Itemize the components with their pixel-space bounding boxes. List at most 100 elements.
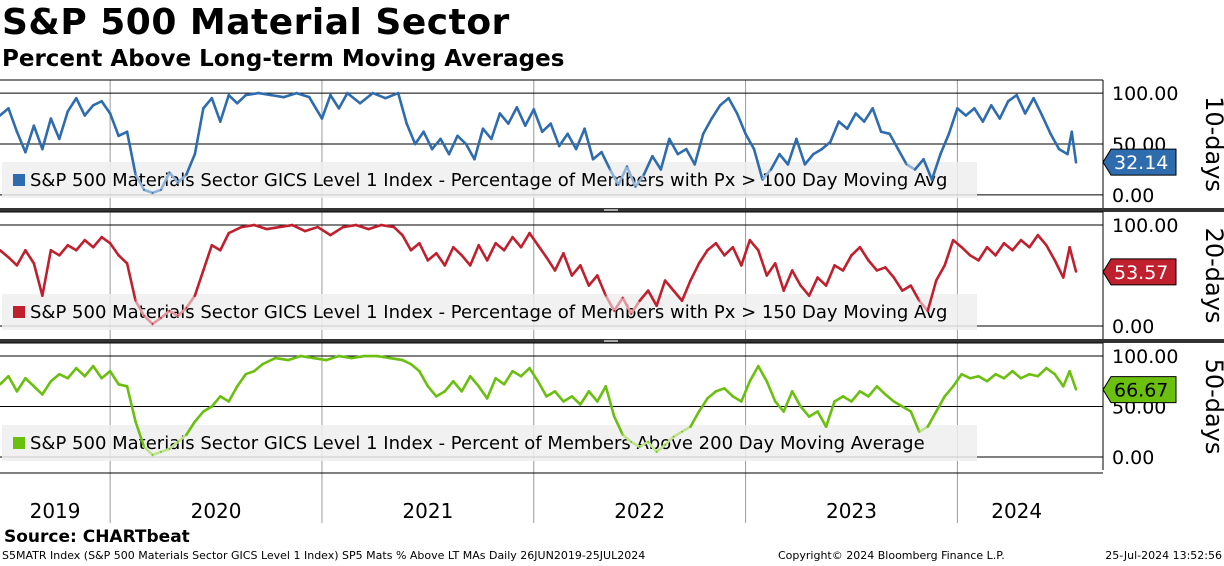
data-point: [41, 148, 44, 150]
series-segment: [901, 405, 913, 413]
series-segment: [299, 354, 315, 360]
series-segment: [91, 364, 103, 380]
data-point: [58, 138, 61, 140]
data-point: [185, 433, 188, 436]
series-segment: [409, 241, 421, 252]
data-point: [960, 373, 963, 376]
data-point: [92, 104, 95, 107]
data-point: [986, 380, 988, 383]
series-segment: [193, 107, 205, 156]
series-segment: [790, 390, 802, 408]
data-point: [265, 228, 268, 230]
series-segment: [341, 223, 358, 229]
series-segment: [443, 379, 455, 393]
data-point: [943, 395, 946, 398]
series-segment: [337, 91, 349, 110]
data-point: [58, 254, 61, 257]
series-segment: [748, 238, 760, 252]
series-segment: [125, 385, 137, 423]
data-point: [609, 168, 611, 171]
series-segment: [587, 274, 599, 287]
footer-copyright: Copyright© 2024 Bloomberg Finance L.P.: [778, 549, 1005, 562]
series-segment: [659, 137, 671, 171]
series-segment: [290, 223, 307, 233]
data-point: [871, 107, 874, 110]
data-point: [346, 92, 349, 94]
data-point: [952, 385, 955, 388]
series-segment: [879, 130, 891, 136]
data-point: [888, 132, 891, 135]
series-segment: [367, 223, 383, 231]
series-segment: [807, 276, 819, 297]
series-segment: [409, 362, 421, 373]
series-segment: [740, 238, 752, 267]
data-point: [210, 244, 213, 247]
data-point: [418, 242, 421, 245]
data-point: [473, 158, 476, 161]
series-segment: [176, 433, 188, 444]
data-point: [329, 234, 332, 237]
data-point: [765, 274, 768, 277]
series-segment: [49, 248, 61, 257]
series-segment: [723, 245, 735, 257]
series-segment: [468, 243, 480, 267]
data-point: [177, 440, 179, 443]
data-point: [507, 122, 510, 125]
series-segment: [439, 137, 451, 156]
series-segment: [0, 374, 10, 386]
series-segment: [951, 372, 963, 388]
series-segment: [515, 106, 527, 127]
data-point: [240, 226, 243, 228]
series-segment: [185, 420, 197, 437]
data-point: [1011, 370, 1014, 373]
series-segment: [604, 385, 616, 418]
series-segment: [888, 132, 900, 151]
series-segment: [350, 354, 366, 360]
data-point: [431, 148, 433, 150]
data-point: [24, 377, 27, 380]
data-point: [337, 355, 340, 357]
data-point: [884, 266, 887, 269]
series-segment: [875, 266, 887, 272]
series-segment: [511, 369, 523, 378]
series-segment: [566, 132, 578, 151]
data-point: [376, 355, 378, 357]
data-point: [854, 112, 857, 115]
series-segment: [1002, 241, 1014, 252]
series-segment: [553, 390, 565, 403]
data-point: [0, 249, 1, 252]
series-segment: [621, 433, 633, 444]
data-point: [647, 440, 650, 443]
data-point: [160, 188, 162, 191]
series-segment: [600, 150, 612, 171]
axis-title: 50-days: [1200, 359, 1224, 455]
series-segment: [74, 96, 87, 117]
series-segment: [812, 147, 824, 156]
data-point: [727, 97, 730, 100]
data-point: [926, 309, 929, 312]
data-point: [537, 380, 539, 383]
data-point: [227, 232, 230, 235]
data-point: [681, 430, 683, 433]
series-segment: [697, 248, 709, 265]
series-segment: [269, 93, 286, 99]
series-segment: [312, 356, 328, 362]
data-point: [736, 112, 739, 115]
series-segment: [985, 372, 997, 383]
data-point: [1011, 249, 1014, 252]
series-segment: [629, 299, 641, 316]
series-segment: [968, 374, 980, 380]
data-point: [592, 158, 594, 161]
series-segment: [727, 96, 739, 115]
data-point: [486, 397, 489, 400]
data-point: [977, 375, 980, 378]
series-segment: [884, 266, 896, 279]
series-segment: [159, 309, 171, 320]
data-point: [16, 390, 18, 393]
series-segment: [1036, 366, 1048, 378]
series-segment: [244, 369, 256, 376]
series-segment: [168, 440, 180, 451]
series-segment: [413, 130, 425, 146]
series-segment: [723, 387, 735, 398]
